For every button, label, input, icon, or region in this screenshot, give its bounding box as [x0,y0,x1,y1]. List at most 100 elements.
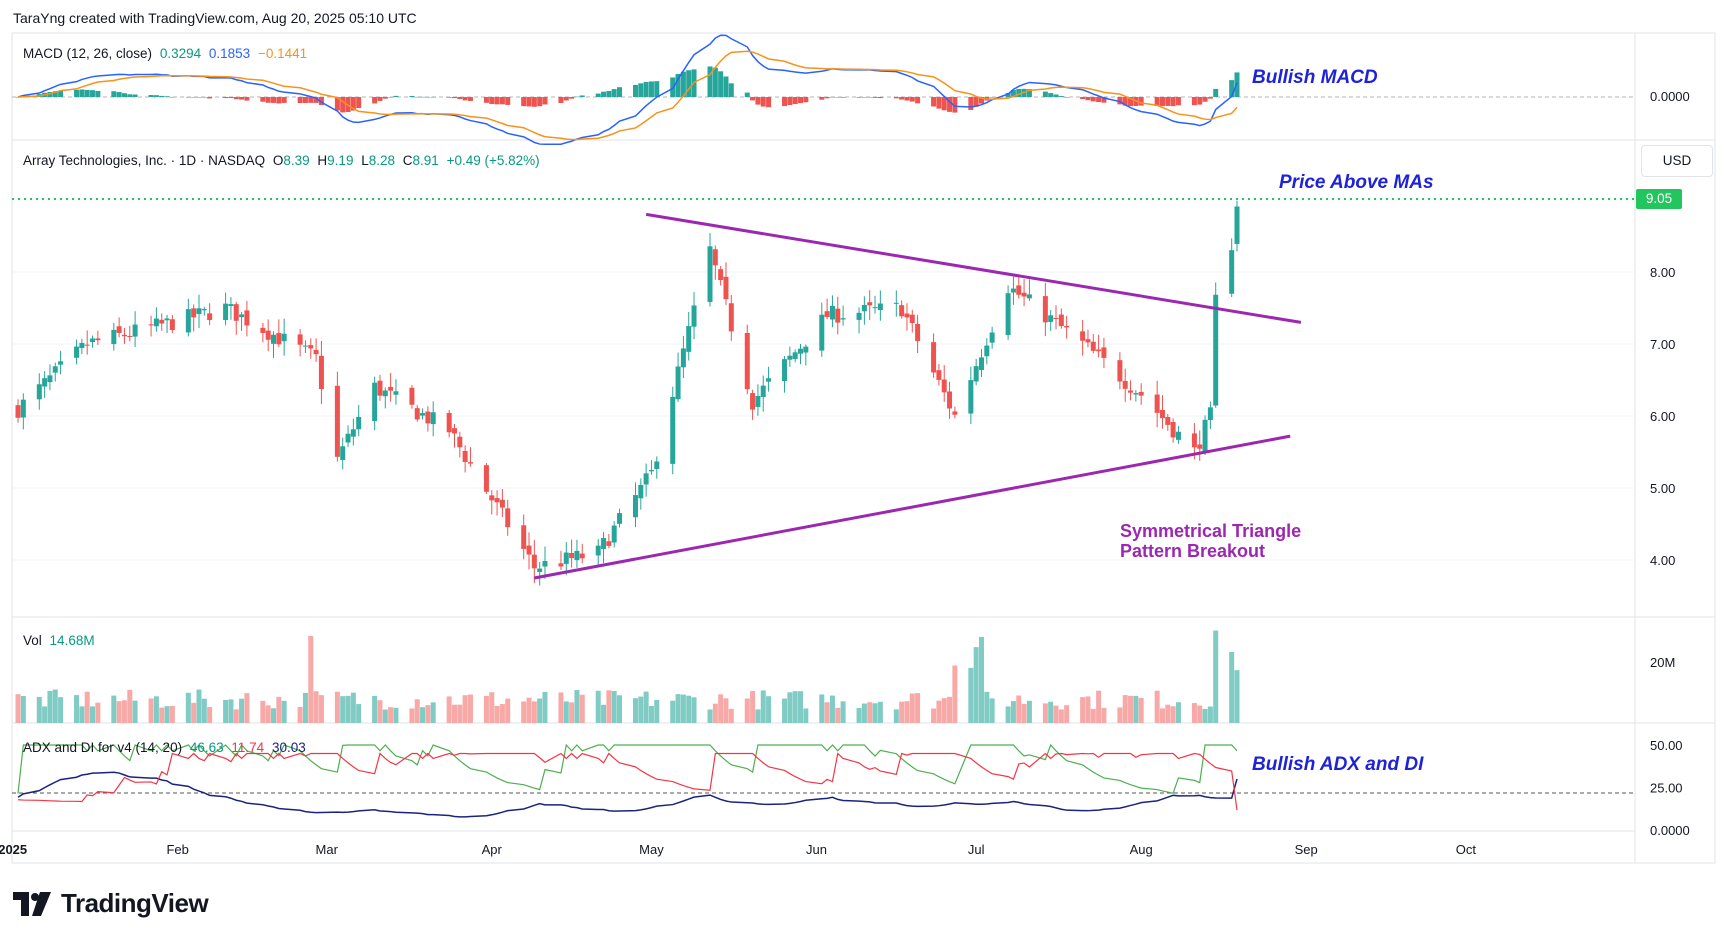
candle-body [686,326,692,352]
macd-legend[interactable]: MACD (12, 26, close) 0.3294 0.1853 −0.14… [23,46,311,61]
volume-bar [1016,695,1022,723]
volume-bar [1010,701,1016,723]
macd-hist-bar [643,81,649,97]
macd-hist-bar [835,97,841,98]
currency-button[interactable]: USD [1641,145,1713,177]
volume-bar [867,702,873,723]
macd-hist-bar [1159,97,1165,107]
candle-body [760,385,766,397]
candle-body [462,450,468,462]
volume-bar [201,698,207,723]
macd-hist-bar [1213,88,1219,97]
volume-bar [467,694,473,723]
tradingview-logo-icon [13,891,51,916]
macd-hist-bar [74,89,80,97]
candle-body [483,465,489,492]
tradingview-logo[interactable]: TradingView [13,888,209,919]
candle-body [952,411,958,415]
price-tick-label: 4.00 [1650,553,1675,568]
volume-bar [350,692,356,723]
candle-body [121,334,127,337]
macd-hist-bar [228,97,234,99]
adx-legend-label: ADX and DI for v4 (14, 20) [23,740,183,755]
volume-bar [414,699,420,723]
candle-body [819,314,825,351]
volume-bar [569,702,575,723]
triangle-lower-trendline[interactable] [534,434,1291,580]
candle-body [1197,444,1203,449]
macd-hist-bar [558,97,564,104]
macd-hist-bar [467,97,473,101]
volume-bar [79,706,85,723]
volume-bar [462,695,468,723]
candle-body [297,334,303,345]
macd-hist-bar [271,97,277,103]
volume-bar [430,702,436,723]
candle-body [840,318,846,320]
macd-hist-bar [505,97,511,105]
candle-body [42,378,48,387]
candle-body [904,313,910,318]
macd-hist-bar [1005,92,1011,97]
adx-legend[interactable]: ADX and DI for v4 (14, 20) 46.63 11.74 3… [23,740,310,755]
volume-bar [558,692,564,723]
macd-legend-hist: −0.1441 [257,46,308,61]
volume-legend[interactable]: Vol 14.68M [23,633,99,648]
macd-hist-bar [84,89,90,97]
candle-body [1159,410,1165,419]
macd-hist-bar [1064,97,1070,98]
candle-body [430,412,436,425]
macd-hist-bar [861,97,867,98]
price-legend[interactable]: Array Technologies, Inc. · 1D · NASDAQ O… [23,153,544,168]
candle-body [84,344,90,346]
macd-hist-bar [1191,97,1197,106]
volume-bar [893,709,899,723]
volume-bar [244,693,250,723]
macd-hist-bar [1026,89,1032,97]
adx-line [17,771,1238,818]
volume-bar [265,705,271,723]
volume-bar [308,635,314,723]
candle-body [127,335,133,337]
volume-bar [856,708,862,723]
candle-body [239,314,245,318]
candle-body [52,366,58,373]
macd-hist-bar [952,97,958,113]
candle-body [712,249,718,266]
volume-bar [744,698,750,723]
candle-body [638,484,644,499]
candle-body [1058,314,1064,327]
candle-body [425,411,431,424]
time-tick-label: 2025 [0,842,27,857]
macd-hist-bar [968,97,974,110]
chart-frame [11,32,1716,864]
macd-hist-bar [58,90,64,97]
macd-hist-bar [1010,90,1016,97]
ohlc-high-value: 9.19 [327,153,354,168]
macd-hist-bar [1080,97,1086,100]
volume-bar [260,700,266,723]
candle-body [707,246,713,302]
candle-body [595,545,601,556]
candle-body [675,366,681,400]
time-axis-ticks: 2025 Feb Mar Apr May Jun Jul Aug Sep Oct [0,842,1476,857]
volume-bar [947,696,953,723]
candle-body [861,304,867,312]
volume-bar [798,691,804,723]
volume-bar [271,708,277,723]
macd-hist-bar [1042,91,1048,97]
candle-body [611,525,617,543]
candle-body [835,308,841,323]
ohlc-close-value: 8.91 [412,153,439,168]
macd-hist-bar [111,91,117,97]
triangle-upper-trendline[interactable] [645,212,1302,324]
volume-bar [723,698,729,723]
adx-plus-di-value: 46.63 [189,740,224,755]
volume-bar [941,698,947,723]
macd-hist-bar [313,97,319,103]
macd-hist-bar [750,97,756,101]
volume-bar [952,665,958,723]
tradingview-brand: TradingView [61,888,209,918]
candle-body [728,303,734,332]
volume-bar [872,703,878,723]
